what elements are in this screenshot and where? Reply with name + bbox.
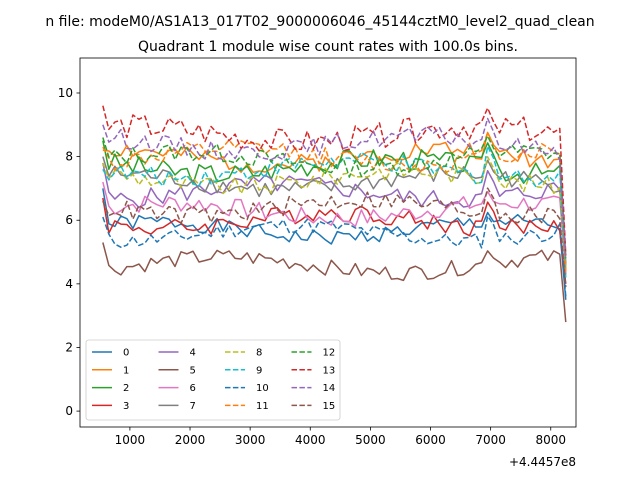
y-tick-label-2: 4 (65, 277, 73, 291)
y-tick-label-0: 0 (65, 404, 73, 418)
legend-label-2: 2 (123, 383, 129, 394)
legend-label-12: 12 (323, 348, 336, 359)
series-line-11 (102, 131, 567, 272)
x-tick-label-0: 1000 (115, 433, 146, 447)
y-tick-label-4: 8 (65, 150, 73, 164)
figure-suptitle: n file: modeM0/AS1A13_017T02_9000006046_… (45, 14, 594, 30)
legend-label-8: 8 (256, 348, 262, 359)
legend-label-3: 3 (123, 401, 129, 412)
x-tick-label-4: 5000 (355, 433, 386, 447)
x-tick-label-1: 2000 (175, 433, 206, 447)
legend-label-6: 6 (190, 383, 196, 394)
series-line-0 (102, 188, 567, 300)
legend-label-11: 11 (256, 401, 269, 412)
x-tick-label-6: 7000 (475, 433, 506, 447)
series-line-9 (102, 145, 567, 278)
series-line-8 (102, 156, 567, 269)
legend-label-15: 15 (323, 401, 336, 412)
legend-label-0: 0 (123, 348, 129, 359)
legend-label-1: 1 (123, 365, 129, 376)
series-line-6 (102, 181, 567, 275)
legend-label-4: 4 (190, 348, 196, 359)
legend-label-7: 7 (190, 401, 196, 412)
series-line-5 (102, 242, 567, 323)
legend-frame (85, 339, 341, 421)
legend-label-13: 13 (323, 365, 336, 376)
plot-area-frame (79, 57, 577, 428)
series-line-14 (102, 117, 567, 259)
x-offset-label: +4.4457e8 (509, 455, 576, 469)
x-tick-label-2: 3000 (235, 433, 266, 447)
legend-label-5: 5 (190, 365, 196, 376)
y-tick-label-3: 6 (65, 213, 73, 227)
legend-label-14: 14 (323, 383, 336, 394)
series-line-3 (102, 197, 567, 284)
series-line-10 (102, 215, 567, 297)
legend-label-10: 10 (256, 383, 269, 394)
y-tick-label-1: 2 (65, 340, 73, 354)
x-tick-label-3: 4000 (295, 433, 326, 447)
legend-label-9: 9 (256, 365, 262, 376)
series-line-15 (102, 187, 567, 288)
series-layer (102, 105, 567, 323)
x-tick-label-7: 8000 (535, 433, 566, 447)
series-line-12 (102, 135, 567, 259)
series-line-2 (102, 140, 567, 265)
x-tick-label-5: 6000 (415, 433, 446, 447)
y-tick-label-5: 10 (58, 86, 73, 100)
chart-title: Quadrant 1 module wise count rates with … (138, 39, 518, 55)
